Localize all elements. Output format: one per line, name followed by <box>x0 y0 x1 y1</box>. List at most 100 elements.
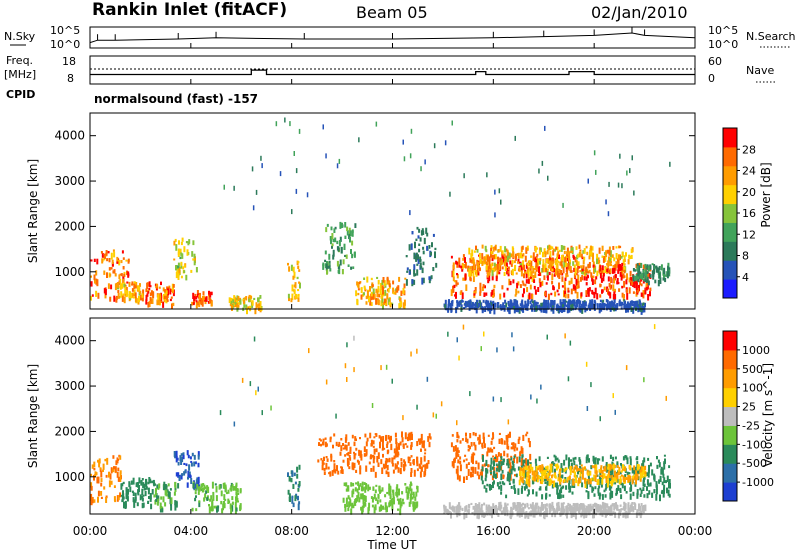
echo-cell <box>545 475 548 479</box>
echo-cell <box>443 504 446 508</box>
echo-cell <box>419 262 422 268</box>
echo-cell <box>630 307 633 312</box>
echo-cell <box>651 263 654 266</box>
echo-cell <box>318 442 320 446</box>
echo-cell <box>637 270 640 277</box>
echo-cell <box>131 288 134 292</box>
echo-cell <box>428 433 431 439</box>
echo-cell <box>377 299 380 306</box>
echo-cell <box>358 484 361 491</box>
echo-cell <box>289 121 291 127</box>
echo-cell <box>464 454 467 457</box>
echo-cell <box>123 296 126 304</box>
echo-cell <box>237 304 240 308</box>
echo-cell <box>585 245 588 249</box>
echo-cell <box>145 288 148 293</box>
echo-cell <box>527 489 530 492</box>
echo-cell <box>422 464 425 468</box>
echo-cell <box>456 273 459 279</box>
echo-cell <box>557 305 560 309</box>
echo-cell <box>220 500 223 505</box>
echo-cell <box>416 485 419 490</box>
echo-cell <box>350 508 353 515</box>
echo-cell <box>565 454 568 461</box>
echo-cell <box>509 510 512 516</box>
echo-cell <box>587 271 590 274</box>
echo-cell <box>610 485 613 489</box>
echo-cell <box>579 302 581 305</box>
echo-cell <box>477 506 480 510</box>
echo-cell <box>533 268 536 271</box>
echo-cell <box>418 243 421 246</box>
echo-cell <box>372 465 375 472</box>
echo-cell <box>198 500 201 503</box>
echo-cell <box>609 467 612 471</box>
echo-cell <box>457 435 460 439</box>
echo-cell <box>591 279 594 285</box>
echo-cell <box>357 492 360 499</box>
echo-cell <box>521 477 524 483</box>
echo-cell <box>356 488 359 493</box>
echo-cell <box>571 250 573 253</box>
echo-cell <box>521 485 524 489</box>
echo-cell <box>506 249 509 255</box>
echo-cell <box>371 497 374 503</box>
echo-cell <box>363 501 366 507</box>
echo-cell <box>420 230 423 236</box>
echo-cell <box>585 361 588 367</box>
echo-cell <box>403 299 406 306</box>
echo-cell <box>564 333 566 339</box>
echo-cell <box>337 265 340 269</box>
echo-cell <box>463 307 466 310</box>
echo-cell <box>288 266 291 272</box>
echo-cell <box>357 481 360 486</box>
echo-cell <box>475 245 477 250</box>
echo-cell <box>478 263 480 270</box>
colorbar-segment <box>723 203 737 223</box>
echo-cell <box>529 453 532 461</box>
echo-cell <box>459 464 462 472</box>
echo-cell <box>633 469 636 477</box>
echo-cell <box>122 278 125 284</box>
echo-cell <box>416 486 419 493</box>
echo-cell <box>605 503 608 506</box>
echo-cell <box>386 441 389 445</box>
echo-cell <box>472 452 475 456</box>
echo-cell <box>543 299 546 304</box>
echo-cell <box>617 469 620 472</box>
echo-cell <box>547 303 550 310</box>
echo-cell <box>561 276 564 282</box>
echo-cell <box>659 277 662 284</box>
echo-cell <box>466 509 469 513</box>
echo-cell <box>552 250 555 256</box>
echo-cell <box>527 437 530 443</box>
echo-cell <box>478 302 480 307</box>
echo-cell <box>560 466 563 469</box>
echo-cell <box>556 503 559 507</box>
echo-cell <box>546 465 549 472</box>
echo-cell <box>596 293 599 300</box>
echo-cell <box>572 284 575 290</box>
echo-cell <box>582 265 585 271</box>
echo-cell <box>563 250 566 255</box>
echo-cell <box>514 294 517 297</box>
echo-cell <box>329 268 332 272</box>
echo-cell <box>106 272 108 278</box>
echo-cell <box>345 482 348 487</box>
echo-cell <box>365 441 368 447</box>
echo-cell <box>653 264 656 269</box>
echo-cell <box>659 494 661 502</box>
echo-cell <box>485 504 488 510</box>
echo-cell <box>326 223 329 227</box>
echo-cell <box>581 473 584 480</box>
echo-cell <box>545 503 548 507</box>
colorbar-tick-label: 8 <box>742 250 749 263</box>
echo-cell <box>601 304 603 310</box>
echo-cell <box>581 506 584 512</box>
echo-cell <box>396 453 399 457</box>
echo-cell <box>553 274 556 277</box>
echo-cell <box>180 459 183 465</box>
echo-cell <box>403 459 406 463</box>
echo-cell <box>531 304 534 312</box>
echo-cell <box>509 472 511 479</box>
